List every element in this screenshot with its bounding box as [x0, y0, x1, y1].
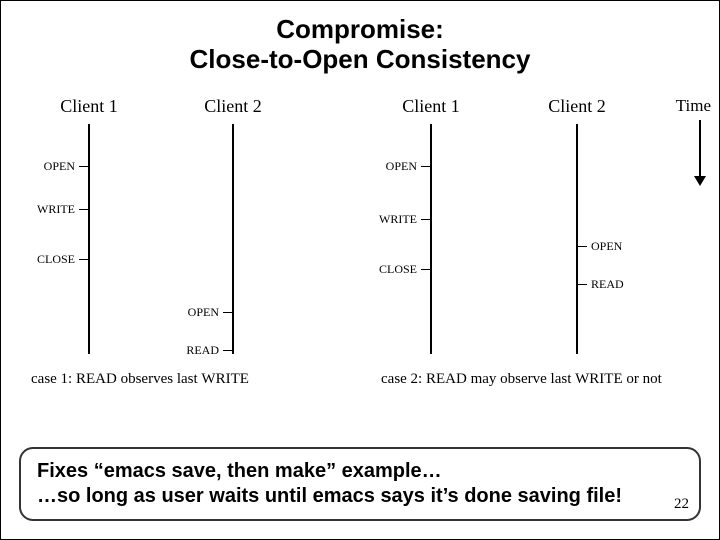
case2-c1-write-tick [421, 219, 431, 220]
case1-c2-open: OPEN [188, 305, 219, 320]
title-line-2: Close-to-Open Consistency [190, 44, 531, 74]
time-arrow-icon [699, 120, 701, 184]
case1-c2-read: READ [186, 343, 219, 358]
case1-client2-line [232, 124, 234, 354]
case2-prefix: case 2: [381, 371, 426, 387]
case1-client2-label: Client 2 [204, 96, 262, 117]
case2-read: READ [426, 371, 467, 387]
case2-caption: case 2: READ may observe last WRITE or n… [381, 371, 662, 388]
diagram: Time Client 1 Client 2 OPEN WRITE CLOSE OPEN R… [1, 96, 720, 416]
case1-c1-write: WRITE [37, 202, 75, 217]
case2-c1-close-tick [421, 269, 431, 270]
case2-c2-read-tick [577, 284, 587, 285]
case1-prefix: case 1: [31, 371, 76, 387]
case2-client2-label: Client 2 [548, 96, 606, 117]
case2-c1-close: CLOSE [379, 262, 417, 277]
time-label: Time [676, 96, 711, 116]
case2-mid: may observe last [467, 371, 575, 387]
case2-c2-open-tick [577, 246, 587, 247]
case2-client1-line [430, 124, 432, 354]
case1-c1-close: CLOSE [37, 252, 75, 267]
case1-c1-open: OPEN [44, 159, 75, 174]
case2-write: WRITE [575, 371, 622, 387]
case2-c2-read: READ [591, 277, 624, 292]
case2-suffix: or not [623, 371, 662, 387]
title-line-1: Compromise: [276, 14, 444, 44]
case1-write: WRITE [201, 371, 248, 387]
slide: Compromise: Close-to-Open Consistency Ti… [0, 0, 720, 540]
case1-client1-line [88, 124, 90, 354]
case1-c1-close-tick [79, 259, 89, 260]
page-number: 22 [674, 496, 689, 513]
case1-c2-open-tick [223, 312, 233, 313]
case1-client1-label: Client 1 [60, 96, 118, 117]
case2-client2-line [576, 124, 578, 354]
case1-c2-read-tick [223, 350, 233, 351]
case2-c1-open: OPEN [386, 159, 417, 174]
case1-read: READ [76, 371, 117, 387]
case1-c1-open-tick [79, 166, 89, 167]
slide-title: Compromise: Close-to-Open Consistency [1, 1, 719, 75]
callout-line-2: …so long as user waits until emacs says … [37, 485, 622, 507]
case2-c2-open: OPEN [591, 239, 622, 254]
case1-caption: case 1: READ observes last WRITE [31, 371, 249, 388]
case1-c1-write-tick [79, 209, 89, 210]
case2-c1-open-tick [421, 166, 431, 167]
case1-mid: observes last [117, 371, 202, 387]
callout-text: Fixes “emacs save, then make” example… …… [37, 459, 683, 509]
callout-box: Fixes “emacs save, then make” example… …… [19, 447, 701, 521]
case2-c1-write: WRITE [379, 212, 417, 227]
case2-client1-label: Client 1 [402, 96, 460, 117]
callout-line-1: Fixes “emacs save, then make” example… [37, 460, 442, 482]
